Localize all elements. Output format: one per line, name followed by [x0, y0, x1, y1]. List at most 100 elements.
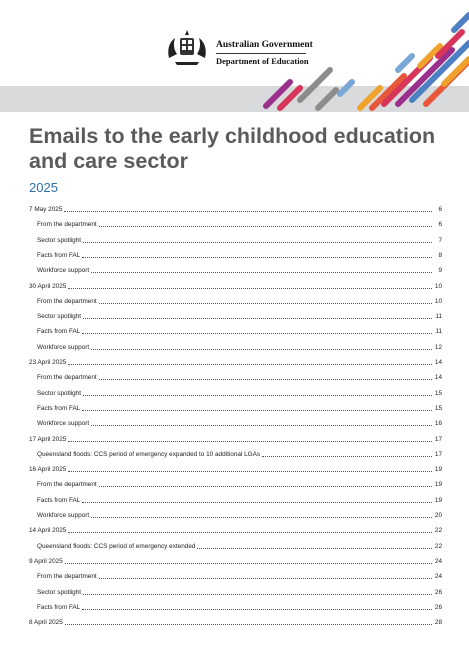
toc-entry-page: 22 — [434, 527, 442, 535]
toc-entry[interactable]: From the department 24 — [29, 571, 442, 581]
toc-entry[interactable]: 9 April 2025 24 — [29, 556, 442, 566]
toc-dot-leader — [91, 272, 432, 274]
toc-entry-label: 16 April 2025 — [29, 466, 67, 474]
toc-entry-page: 14 — [434, 359, 442, 366]
toc-entry-label: 17 April 2025 — [29, 435, 67, 443]
toc-entry-label: Sector spotlight — [37, 389, 82, 397]
toc-entry-label: Sector spotlight — [37, 588, 82, 596]
toc-entry[interactable]: From the department 14 — [29, 372, 442, 382]
toc-entry-page: 9 — [438, 267, 442, 275]
decorative-stripe — [357, 85, 383, 111]
toc-entry-page: 11 — [435, 313, 442, 321]
toc-entry-page: 7 — [438, 236, 442, 244]
toc-entry[interactable]: Sector spotlight 11 — [29, 311, 442, 321]
toc-entry-page: 6 — [438, 206, 442, 213]
toc-entry[interactable]: Facts from FAL 26 — [29, 602, 442, 612]
toc-entry[interactable]: 7 May 2025 6 — [29, 204, 442, 214]
toc-entry[interactable]: Facts from FAL 8 — [29, 250, 442, 260]
toc-dot-leader — [64, 562, 432, 564]
toc-entry-label: From the department — [37, 573, 97, 581]
decorative-stripe — [369, 73, 407, 111]
toc-entry-label: 30 April 2025 — [29, 282, 67, 290]
toc-entry[interactable]: 17 April 2025 17 — [29, 434, 442, 444]
toc-dot-leader — [68, 471, 432, 473]
toc-entry-page: 26 — [434, 603, 442, 611]
toc-entry[interactable]: From the department 6 — [29, 219, 442, 229]
toc-entry[interactable]: Facts from FAL 19 — [29, 495, 442, 505]
toc-dot-leader — [82, 256, 432, 258]
toc-entry[interactable]: 8 April 2025 28 — [29, 617, 442, 627]
toc-entry-label: Facts from FAL — [37, 603, 81, 611]
decorative-stripe — [315, 87, 339, 111]
toc-entry-page: 16 — [434, 420, 442, 428]
toc-entry[interactable]: Queensland floods: CCS period of emergen… — [29, 449, 442, 459]
toc-entry-label: From the department — [37, 221, 97, 229]
toc-entry-page: 15 — [434, 389, 442, 397]
decorative-stripe — [409, 40, 469, 103]
toc-entry-label: Workforce support — [37, 267, 90, 275]
toc-entry-label: Facts from FAL — [37, 496, 81, 504]
toc-entry[interactable]: Sector spotlight 7 — [29, 235, 442, 245]
toc-entry-label: 9 April 2025 — [29, 557, 63, 565]
toc-dot-leader — [83, 593, 432, 595]
toc-dot-leader — [82, 501, 432, 503]
toc-entry-page: 10 — [434, 282, 442, 290]
toc-entry-label: Queensland floods: CCS period of emergen… — [37, 450, 261, 458]
toc-dot-leader — [98, 379, 432, 381]
toc-entry[interactable]: Facts from FAL 11 — [29, 326, 442, 336]
toc-entry-label: 14 April 2025 — [29, 527, 67, 535]
toc-entry-page: 11 — [435, 328, 442, 336]
toc-entry-page: 22 — [434, 542, 442, 550]
toc-dot-leader — [68, 440, 432, 442]
logo-rule — [216, 53, 306, 54]
decorative-stripe — [435, 29, 465, 59]
toc-entry[interactable]: Workforce support 20 — [29, 510, 442, 520]
decorative-stripe — [441, 56, 469, 87]
toc-entry[interactable]: From the department 19 — [29, 479, 442, 489]
toc-entry-label: Workforce support — [37, 512, 90, 519]
toc-entry-page: 19 — [434, 496, 442, 504]
toc-dot-leader — [83, 318, 432, 320]
toc-entry-page: 12 — [434, 343, 442, 351]
toc-entry-label: 8 April 2025 — [29, 619, 63, 627]
decorative-stripe — [277, 85, 303, 111]
toc-entry-label: Queensland floods: CCS period of emergen… — [37, 542, 196, 550]
decorative-stripe — [263, 79, 293, 109]
toc-entry[interactable]: Workforce support 9 — [29, 265, 442, 275]
toc-entry-label: From the department — [37, 481, 97, 489]
toc-entry[interactable]: Sector spotlight 26 — [29, 587, 442, 597]
toc-dot-leader — [82, 608, 432, 610]
toc-entry[interactable]: 14 April 2025 22 — [29, 525, 442, 535]
toc-dot-leader — [98, 226, 432, 228]
department-name: Department of Education — [216, 56, 309, 66]
toc-dot-leader — [98, 302, 432, 304]
toc-entry-label: Facts from FAL — [37, 328, 81, 336]
decorative-stripe — [395, 47, 455, 107]
toc-entry[interactable]: From the department 10 — [29, 296, 442, 306]
coat-of-arms-logo — [168, 30, 206, 65]
toc-entry-label: From the department — [37, 297, 97, 305]
toc-entry[interactable]: 30 April 2025 10 — [29, 281, 442, 291]
government-name: Australian Government — [216, 40, 313, 50]
toc-dot-leader — [98, 578, 432, 580]
toc-dot-leader — [91, 517, 432, 518]
toc-dot-leader — [64, 211, 432, 212]
toc-entry-label: Workforce support — [37, 420, 90, 428]
toc-entry[interactable]: 16 April 2025 19 — [29, 464, 442, 474]
toc-entry-page: 24 — [434, 573, 442, 581]
toc-entry-page: 14 — [434, 374, 442, 382]
toc-entry[interactable]: Queensland floods: CCS period of emergen… — [29, 541, 442, 551]
toc-entry-label: Workforce support — [37, 343, 90, 351]
toc-entry[interactable]: Workforce support 12 — [29, 342, 442, 352]
toc-entry-page: 19 — [434, 481, 442, 489]
toc-entry[interactable]: Workforce support 16 — [29, 418, 442, 428]
toc-entry-label: Sector spotlight — [37, 313, 82, 321]
toc-entry[interactable]: Facts from FAL 15 — [29, 403, 442, 413]
decorative-stripe — [297, 67, 333, 103]
toc-dot-leader — [83, 394, 432, 396]
toc-entry[interactable]: 23 April 2025 14 — [29, 357, 442, 367]
toc-entry-page: 17 — [434, 435, 442, 443]
toc-entry-label: Facts from FAL — [37, 251, 81, 259]
toc-entry[interactable]: Sector spotlight 15 — [29, 388, 442, 398]
decorative-stripe — [451, 12, 469, 33]
